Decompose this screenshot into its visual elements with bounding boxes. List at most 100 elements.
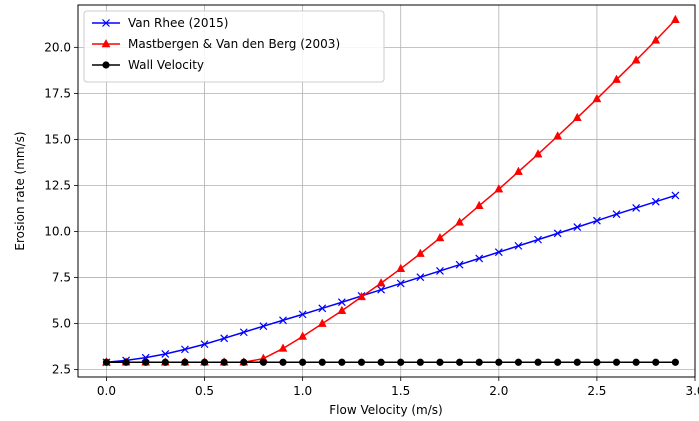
data-point	[220, 358, 228, 366]
data-point	[534, 235, 542, 244]
y-tick-label: 17.5	[44, 86, 71, 100]
data-point	[573, 358, 581, 366]
data-point	[357, 358, 366, 366]
x-tick-label: 3.0	[685, 384, 699, 398]
data-point	[240, 358, 248, 366]
grid	[78, 5, 696, 377]
data-point	[671, 358, 679, 366]
data-point	[318, 304, 327, 313]
marker-stroke	[436, 267, 444, 275]
marker-stroke	[455, 260, 464, 269]
marker-stroke	[279, 316, 287, 325]
data-point	[495, 358, 503, 366]
marker-stroke	[180, 345, 189, 354]
y-axis-label: Erosion rate (mm/s)	[13, 131, 27, 250]
data-point	[298, 331, 308, 340]
data-point	[573, 223, 582, 232]
legend-entry: Wall Velocity	[92, 58, 204, 72]
data-point	[651, 35, 661, 44]
marker-stroke	[592, 216, 601, 225]
data-point	[631, 55, 641, 64]
marker-stroke	[632, 204, 641, 212]
data-point	[338, 358, 346, 366]
data-point	[357, 291, 366, 301]
legend-marker	[102, 61, 110, 69]
data-point	[652, 358, 660, 366]
data-point	[592, 93, 602, 103]
data-point	[239, 328, 248, 337]
data-point	[612, 358, 621, 366]
legend-label: Van Rhee (2015)	[128, 16, 228, 30]
data-point	[436, 267, 444, 275]
data-point	[122, 358, 130, 366]
marker-stroke	[239, 328, 248, 337]
legend: Van Rhee (2015) Mastbergen & Van den Berg…	[83, 10, 385, 83]
y-tick-label: 2.5	[52, 363, 71, 377]
data-point	[142, 358, 150, 366]
marker-stroke	[102, 19, 110, 27]
data-point	[180, 345, 189, 354]
data-point	[259, 358, 267, 366]
data-point	[278, 343, 288, 352]
x-tick-label: 1.0	[293, 384, 312, 398]
data-point	[259, 322, 268, 331]
x-tick-label: 2.5	[587, 384, 606, 398]
x-tick-label: 1.5	[391, 384, 410, 398]
data-point	[377, 285, 386, 294]
data-point	[455, 260, 464, 269]
legend-box	[83, 10, 385, 83]
data-point	[298, 310, 307, 319]
data-point	[181, 358, 189, 366]
data-point	[514, 241, 523, 250]
marker-stroke	[651, 197, 660, 206]
data-point	[554, 358, 562, 366]
marker-stroke	[514, 241, 523, 250]
legend-entry: Mastbergen & Van den Berg (2003)	[92, 37, 340, 51]
data-point	[299, 358, 307, 366]
data-point	[553, 229, 562, 238]
data-point	[376, 278, 386, 287]
legend-entry: Van Rhee (2015)	[92, 16, 228, 30]
marker-stroke	[259, 322, 268, 331]
data-point	[553, 131, 563, 140]
data-point	[416, 273, 425, 282]
plot-frame	[77, 4, 696, 378]
data-point	[455, 217, 464, 226]
marker-stroke	[396, 279, 405, 288]
marker-stroke	[220, 334, 229, 343]
marker-stroke	[494, 248, 503, 257]
y-tick-label: 15.0	[44, 132, 71, 146]
data-point	[397, 358, 405, 366]
data-point	[612, 210, 621, 219]
y-tick-label: 7.5	[52, 271, 71, 285]
data-point	[514, 166, 523, 175]
y-tick-label: 20.0	[44, 40, 71, 54]
data-point	[318, 358, 326, 366]
series-line	[106, 194, 676, 364]
legend-marker	[101, 38, 111, 48]
legend-label: Wall Velocity	[128, 58, 204, 72]
data-point	[377, 358, 385, 366]
series-0	[102, 191, 680, 367]
data-point	[494, 248, 503, 257]
data-point	[671, 191, 680, 200]
data-point	[455, 358, 464, 366]
data-point	[593, 358, 601, 366]
marker-stroke	[200, 340, 209, 349]
marker-stroke	[671, 191, 680, 200]
data-point	[396, 279, 405, 288]
marker-stroke	[161, 350, 170, 358]
data-point	[534, 358, 542, 366]
x-tick-label: 2.0	[489, 384, 508, 398]
data-point	[161, 350, 170, 358]
data-point	[670, 14, 680, 23]
data-point	[337, 298, 346, 307]
legend-marker	[102, 19, 110, 27]
marker-stroke	[416, 273, 425, 282]
marker-stroke	[573, 223, 582, 232]
data-point	[436, 358, 444, 366]
data-point	[474, 200, 484, 209]
data-point	[612, 74, 621, 83]
